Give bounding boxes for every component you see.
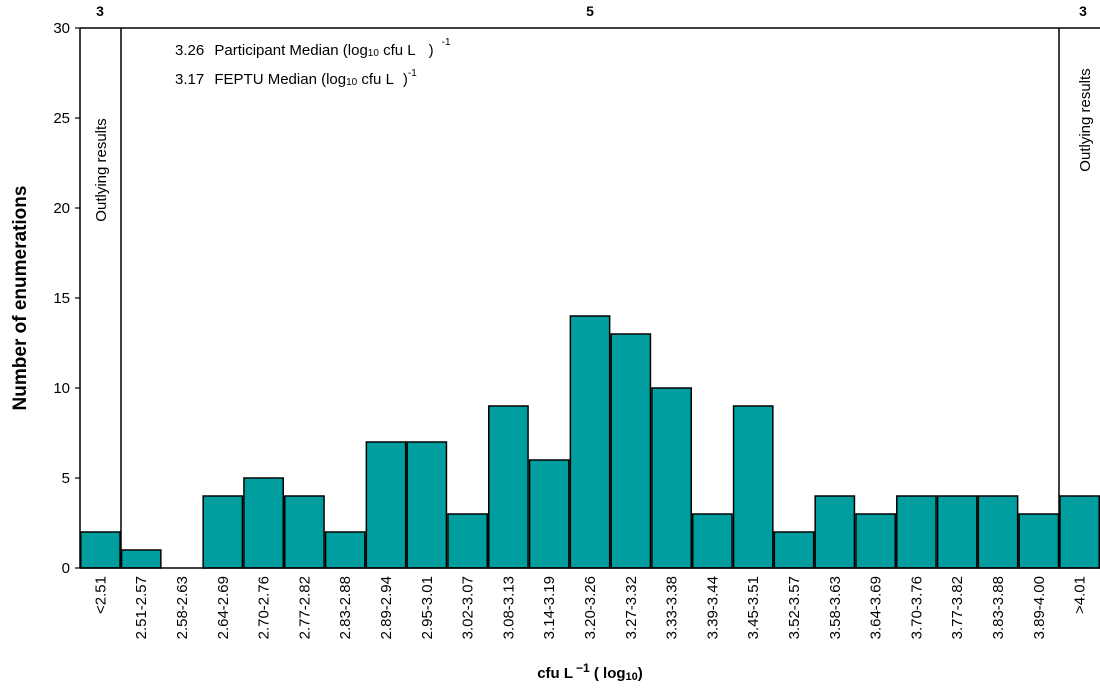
bar-15 bbox=[692, 513, 733, 569]
x-category-label-20: 3.70-3.76 bbox=[908, 576, 925, 639]
outlying-results-left-label: Outlying results bbox=[93, 118, 110, 221]
y-tick-label-0: 0 bbox=[62, 560, 70, 577]
feptu-median-superscript: -1 bbox=[408, 68, 417, 79]
top-label-main-region: 5 bbox=[586, 3, 594, 19]
x-category-label-19: 3.64-3.69 bbox=[868, 576, 885, 639]
feptu-median-annotation: 3.17 FEPTU Median (log10 cfu L)-1 bbox=[175, 68, 417, 88]
x-axis-title-paren-open: ( log bbox=[590, 665, 626, 682]
participant-median-value: 3.26 bbox=[175, 42, 204, 59]
bar-21 bbox=[936, 495, 978, 569]
x-axis-title-paren-close: ) bbox=[638, 665, 643, 682]
y-tick-label-2: 10 bbox=[53, 380, 70, 397]
x-category-label-17: 3.52-3.57 bbox=[786, 576, 803, 639]
bar-22 bbox=[977, 495, 1019, 569]
bar-17 bbox=[773, 531, 815, 569]
bar-14 bbox=[651, 387, 693, 569]
x-category-label-6: 2.83-2.88 bbox=[337, 576, 354, 639]
y-axis-ticks: 0 5 10 15 20 25 30 bbox=[53, 20, 80, 577]
x-category-label-4: 2.70-2.76 bbox=[256, 576, 273, 639]
bar-8 bbox=[406, 441, 448, 569]
x-category-label-5: 2.77-2.82 bbox=[296, 576, 313, 639]
bar-5 bbox=[284, 495, 325, 569]
bar-11 bbox=[528, 459, 570, 569]
x-axis-title: cfu L −1 ( log10) bbox=[537, 661, 643, 683]
bar-20 bbox=[896, 495, 937, 569]
bar-1 bbox=[120, 549, 162, 569]
feptu-median-label: FEPTU Median (log bbox=[214, 71, 346, 88]
x-category-label-16: 3.45-3.51 bbox=[745, 576, 762, 639]
bar-0 bbox=[80, 531, 121, 569]
top-label-right-outliers: 3 bbox=[1079, 3, 1087, 19]
participant-median-unit: cfu L bbox=[379, 42, 416, 59]
x-category-label-22: 3.83-3.88 bbox=[990, 576, 1007, 639]
x-category-label-11: 3.14-3.19 bbox=[541, 576, 558, 639]
feptu-median-unit: cfu L bbox=[357, 71, 394, 88]
bar-16 bbox=[732, 405, 774, 569]
participant-median-superscript: -1 bbox=[442, 37, 451, 48]
bar-24 bbox=[1059, 495, 1100, 569]
outlying-results-right-label: Outlying results bbox=[1077, 68, 1094, 171]
bar-12 bbox=[569, 315, 611, 569]
x-category-label-21: 3.77-3.82 bbox=[949, 576, 966, 639]
bar-3 bbox=[202, 495, 244, 569]
y-tick-label-4: 20 bbox=[53, 200, 70, 217]
x-category-label-8: 2.95-3.01 bbox=[419, 576, 436, 639]
x-category-label-12: 3.20-3.26 bbox=[582, 576, 599, 639]
bar-4 bbox=[243, 477, 284, 569]
y-tick-label-1: 5 bbox=[62, 470, 70, 487]
participant-median-annotation: 3.26 Participant Median (log10 cfu L) -1 bbox=[175, 37, 451, 59]
bars-group bbox=[80, 315, 1100, 569]
x-axis-title-exponent: −1 bbox=[576, 661, 590, 675]
x-category-label-14: 3.33-3.38 bbox=[664, 576, 681, 639]
x-category-label-10: 3.08-3.13 bbox=[500, 576, 517, 639]
participant-median-subscript: 10 bbox=[368, 48, 380, 59]
bar-9 bbox=[447, 513, 489, 569]
bar-10 bbox=[488, 405, 529, 569]
x-category-label-13: 3.27-3.32 bbox=[623, 576, 640, 639]
x-axis-title-subscript: 10 bbox=[626, 671, 638, 683]
bar-19 bbox=[855, 513, 897, 569]
y-axis-title: Number of enumerations bbox=[10, 186, 31, 411]
x-category-label-1: 2.51-2.57 bbox=[133, 576, 150, 639]
bar-13 bbox=[610, 333, 652, 569]
x-category-label-18: 3.58-3.63 bbox=[827, 576, 844, 639]
participant-median-label: Participant Median (log bbox=[214, 42, 367, 59]
x-category-label-2: 2.58-2.63 bbox=[174, 576, 191, 639]
x-category-label-15: 3.39-3.44 bbox=[704, 576, 721, 639]
x-axis-title-unit: cfu L bbox=[537, 665, 573, 682]
x-category-label-9: 3.02-3.07 bbox=[460, 576, 477, 639]
x-category-label-23: 3.89-4.00 bbox=[1031, 576, 1048, 639]
x-axis-category-labels: <2.51 2.51-2.57 2.58-2.63 2.64-2.69 2.70-2.7… bbox=[92, 576, 1088, 639]
x-category-label-24: >4.01 bbox=[1072, 576, 1089, 614]
y-tick-label-3: 15 bbox=[53, 290, 70, 307]
x-category-label-3: 2.64-2.69 bbox=[215, 576, 232, 639]
y-tick-label-6: 30 bbox=[53, 20, 70, 37]
x-category-label-7: 2.89-2.94 bbox=[378, 576, 395, 639]
top-label-left-outliers: 3 bbox=[96, 3, 104, 19]
feptu-median-subscript: 10 bbox=[346, 77, 358, 88]
bar-6 bbox=[324, 531, 366, 569]
feptu-median-value: 3.17 bbox=[175, 71, 204, 88]
bar-7 bbox=[365, 441, 407, 569]
bar-23 bbox=[1018, 513, 1060, 569]
bar-18 bbox=[814, 495, 856, 569]
x-category-label-0: <2.51 bbox=[92, 576, 109, 614]
y-tick-label-5: 25 bbox=[53, 110, 70, 127]
